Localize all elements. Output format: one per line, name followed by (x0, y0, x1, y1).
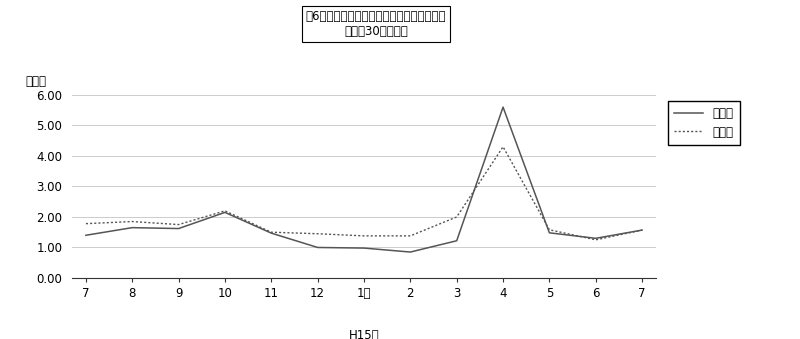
入職率 (127, 226, 137, 230)
離職率 (406, 234, 415, 238)
離職率 (638, 228, 647, 232)
入職率 (266, 231, 276, 235)
離職率 (591, 238, 601, 242)
離職率 (266, 230, 276, 234)
入職率 (81, 233, 90, 237)
Text: H15年: H15年 (349, 329, 379, 339)
入職率 (498, 105, 508, 109)
入職率 (174, 226, 183, 231)
Legend: 入職率, 離職率: 入職率, 離職率 (668, 101, 739, 144)
離職率 (452, 215, 462, 219)
離職率 (498, 145, 508, 149)
離職率 (313, 232, 322, 236)
X-axis label: H15年: H15年 (0, 338, 1, 339)
入職率 (220, 210, 230, 215)
離職率 (81, 222, 90, 226)
入職率 (406, 250, 415, 254)
入職率 (638, 228, 647, 232)
Line: 入職率: 入職率 (86, 107, 642, 252)
Line: 離職率: 離職率 (86, 147, 642, 240)
Text: （％）: （％） (26, 75, 46, 87)
離職率 (545, 228, 554, 232)
Text: 嘷6　入職率・離職率の推移（調査産業計）
－規挈30人以上－: 嘷6 入職率・離職率の推移（調査産業計） －規挈30人以上－ (306, 10, 446, 38)
離職率 (359, 234, 369, 238)
離職率 (127, 220, 137, 224)
入職率 (359, 246, 369, 250)
入職率 (313, 245, 322, 250)
離職率 (220, 209, 230, 213)
入職率 (452, 239, 462, 243)
入職率 (591, 236, 601, 240)
離職率 (174, 223, 183, 227)
入職率 (545, 231, 554, 235)
